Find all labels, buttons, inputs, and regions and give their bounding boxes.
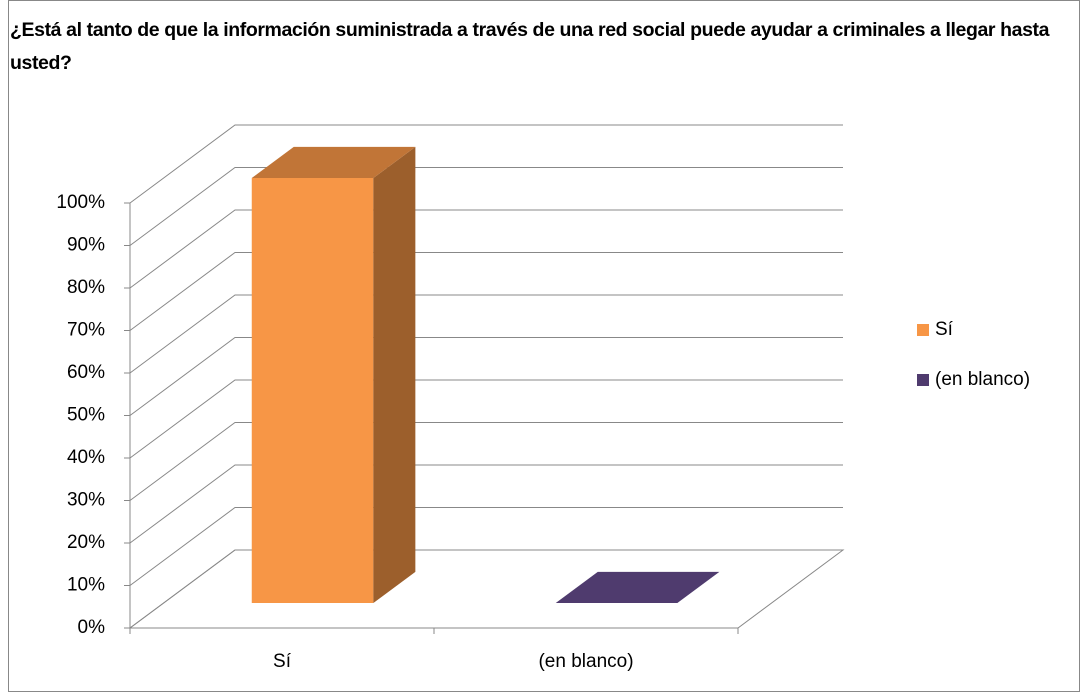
y-tick-label: 10%: [67, 575, 105, 596]
grid-line: [129, 464, 843, 544]
legend-label: (en blanco): [935, 369, 1030, 390]
y-tick-label: 50%: [67, 405, 105, 426]
y-tick-label: 20%: [67, 532, 105, 553]
y-tick-label: 0%: [78, 617, 106, 638]
bar-side: [373, 146, 416, 604]
y-tick-label: 60%: [67, 362, 105, 383]
grid-line: [129, 549, 843, 629]
grid-line: [129, 167, 843, 246]
y-tick-label: 30%: [67, 490, 105, 511]
floor: [128, 549, 845, 629]
legend-swatch: [917, 324, 929, 336]
chart-border: [8, 0, 1080, 692]
y-tick-label: 80%: [67, 277, 105, 298]
y-tick-label: 90%: [67, 235, 105, 256]
grid-line: [129, 252, 843, 331]
x-tick-label: (en blanco): [538, 651, 633, 672]
grid-line: [129, 124, 843, 204]
y-tick-label: 70%: [67, 320, 105, 341]
grid-line: [129, 294, 843, 374]
grid-line: [129, 337, 843, 416]
grid-line: [129, 422, 843, 501]
bar-top: [555, 571, 720, 604]
legend-label: Sí: [935, 319, 954, 340]
y-tick-label: 40%: [67, 447, 105, 468]
grid-line: [129, 379, 843, 459]
grid-line: [129, 209, 843, 289]
y-tick-label: 100%: [56, 192, 105, 213]
grid-line: [129, 507, 843, 586]
chart-title: ¿Está al tanto de que la información sum…: [10, 19, 1050, 74]
legend-swatch: [917, 374, 929, 386]
x-tick-label: Sí: [273, 651, 292, 672]
bar-top: [251, 146, 416, 179]
bar-front: [251, 178, 374, 604]
